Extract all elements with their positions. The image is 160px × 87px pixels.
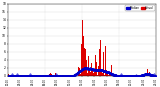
- Legend: Median, Actual: Median, Actual: [125, 5, 155, 11]
